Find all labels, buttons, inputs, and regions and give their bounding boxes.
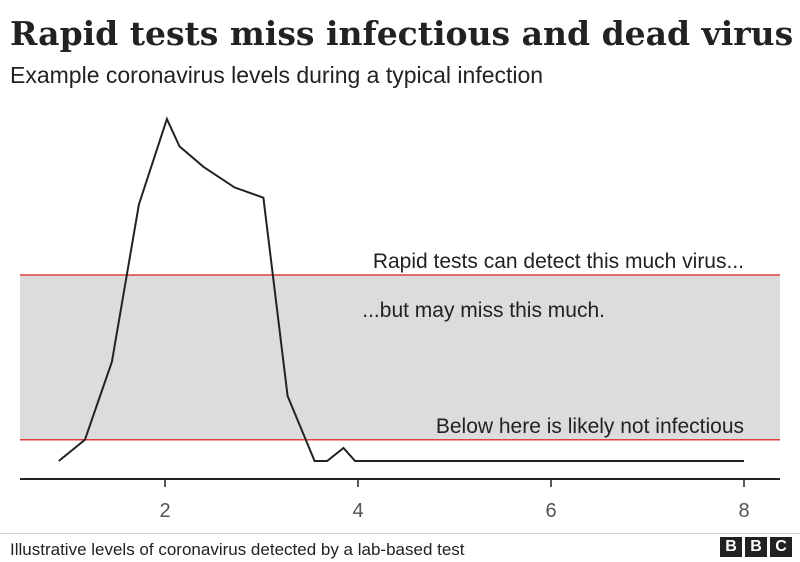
x-tick-label: 4 [352,500,363,522]
chart-annotation: Rapid tests can detect this much virus..… [373,250,744,273]
chart-subtitle: Example coronavirus levels during a typi… [10,62,544,88]
x-tick-label: 2 [159,500,170,522]
x-tick-label: 8 [738,500,749,522]
virus-level-line [58,116,744,462]
source-note: Illustrative levels of coronavirus detec… [10,540,465,559]
chart-annotation: Below here is likely not infectious [436,415,744,438]
logo-letter-c: C [770,537,792,557]
footer-divider [0,533,800,534]
logo-letter-b1: B [720,537,742,557]
logo-letter-b2: B [745,537,767,557]
bbc-logo: B B C [720,537,792,557]
x-tick-label: 6 [545,500,556,522]
chart-title: Rapid tests miss infectious and dead vir… [10,14,794,53]
chart-annotation: ...but may miss this much. [362,299,605,322]
detection-gap-band [20,274,780,440]
